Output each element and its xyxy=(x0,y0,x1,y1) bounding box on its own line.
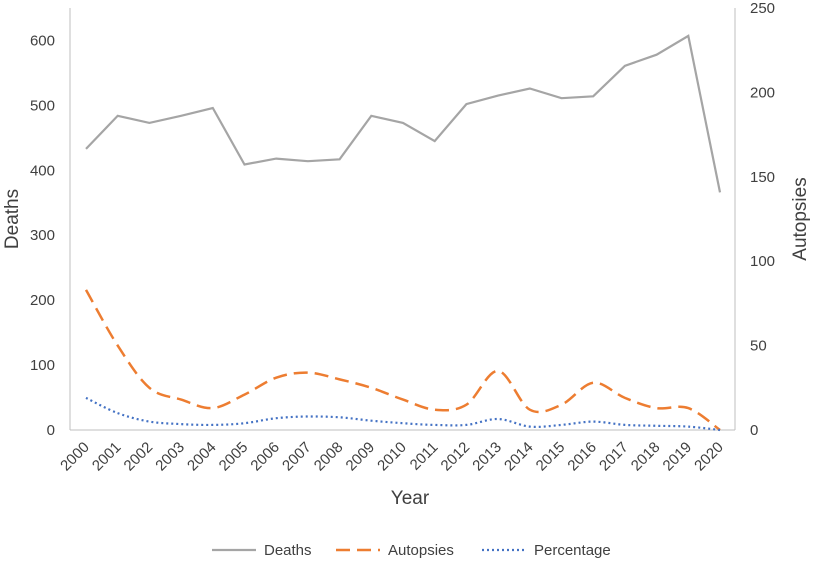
legend: Deaths Autopsies Percentage xyxy=(212,542,611,559)
x-tick-label: 2020 xyxy=(691,439,727,475)
x-tick-label: 2013 xyxy=(469,439,505,475)
y-tick-label-left: 300 xyxy=(30,227,55,244)
y-tick-label-left: 500 xyxy=(30,97,55,114)
y-tick-label-right: 200 xyxy=(750,84,775,101)
x-tick-label: 2018 xyxy=(628,439,664,475)
x-tick-label: 2007 xyxy=(279,439,315,475)
y-tick-label-left: 200 xyxy=(30,292,55,309)
legend-label-deaths: Deaths xyxy=(264,542,312,559)
y-tick-label-left: 400 xyxy=(30,162,55,179)
x-tick-label: 2016 xyxy=(564,439,600,475)
legend-label-percentage: Percentage xyxy=(534,542,611,559)
series-line-autopsies xyxy=(84,289,721,432)
y-tick-label-right: 150 xyxy=(750,169,775,186)
x-tick-label: 2017 xyxy=(596,439,632,475)
x-tick-label: 2009 xyxy=(343,439,379,475)
x-tick-label: 2019 xyxy=(660,439,696,475)
x-tick-label: 2014 xyxy=(501,439,537,475)
x-axis-title: Year xyxy=(391,488,430,509)
y-axis-title-right: Autopsies xyxy=(790,177,811,260)
x-tick-label: 2011 xyxy=(407,439,442,474)
x-tick-label: 2001 xyxy=(89,439,125,475)
x-tick-label: 2003 xyxy=(152,439,188,475)
x-tick-label: 2012 xyxy=(438,439,474,475)
series-line-percentage xyxy=(85,396,721,432)
y-axis-title-left: Deaths xyxy=(2,189,23,249)
y-tick-label-right: 0 xyxy=(750,422,758,439)
x-tick-label: 2010 xyxy=(374,439,410,475)
y-tick-label-right: 100 xyxy=(750,253,775,270)
y-tick-label-left: 600 xyxy=(30,32,55,49)
x-tick-label: 2006 xyxy=(247,439,283,475)
legend-label-autopsies: Autopsies xyxy=(388,542,454,559)
y-tick-label-left: 100 xyxy=(30,357,55,374)
x-tick-label: 2000 xyxy=(57,439,93,475)
y-tick-label-right: 250 xyxy=(750,0,775,17)
x-tick-label: 2015 xyxy=(533,439,569,475)
x-tick-label: 2008 xyxy=(311,439,347,475)
y-tick-label-right: 50 xyxy=(750,338,767,355)
x-tick-label: 2005 xyxy=(216,439,252,475)
x-tick-label: 2002 xyxy=(121,439,157,475)
x-tick-label: 2004 xyxy=(184,439,220,475)
series-line-deaths xyxy=(85,34,722,193)
y-tick-label-left: 0 xyxy=(47,422,55,439)
